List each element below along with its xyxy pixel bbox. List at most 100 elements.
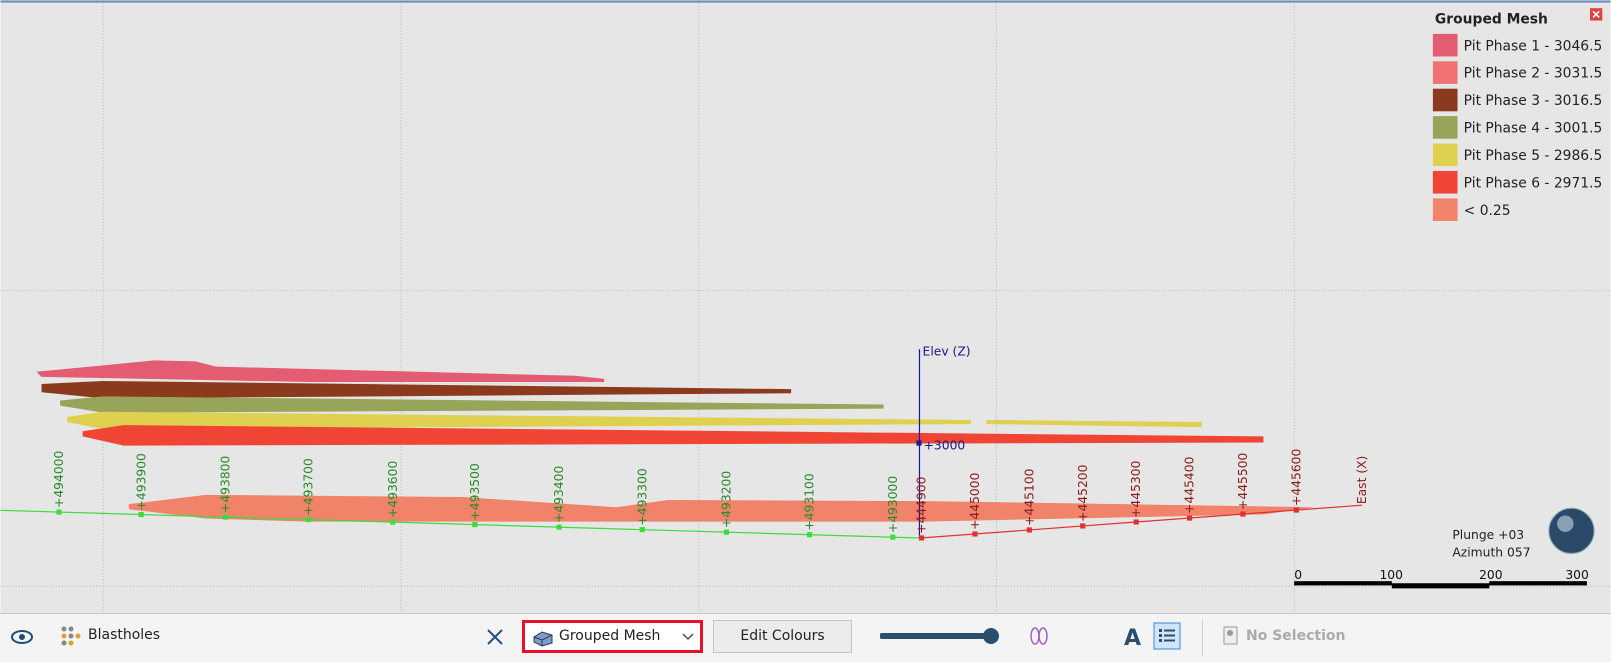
legend-swatch <box>1432 170 1458 194</box>
scale-label: 200 <box>1479 568 1503 582</box>
legend-label: < 0.25 <box>1464 203 1511 219</box>
tick-marker <box>723 529 730 535</box>
layer-icon <box>61 626 81 646</box>
east-tick-label: +445300 <box>1129 460 1143 517</box>
tick-marker <box>890 534 896 540</box>
scale-segment <box>1489 581 1587 586</box>
east-tick-label: +445000 <box>968 472 982 529</box>
north-tick-label: +493500 <box>468 463 482 520</box>
legend: Pit Phase 1 - 3046.5 Pit Phase 2 - 3031.5… <box>1432 33 1603 221</box>
east-tick-label: +445100 <box>1022 468 1036 525</box>
dropdown-arrow <box>682 633 694 641</box>
tick-marker <box>390 519 396 525</box>
legend-swatch <box>1432 88 1458 112</box>
azimuth: Azimuth 057 <box>1452 546 1530 560</box>
north-tick-label: +493400 <box>552 466 566 523</box>
legend-swatch <box>1432 61 1458 84</box>
east-tick-label: +445600 <box>1289 448 1303 505</box>
legend-label: Pit Phase 6 - 2971.5 <box>1464 175 1603 191</box>
text-icon[interactable]: A <box>1122 624 1146 648</box>
tick-marker <box>972 531 978 537</box>
remove-button[interactable] <box>486 628 504 646</box>
compass-highlight <box>1557 515 1574 532</box>
north-tick-label: +493700 <box>302 458 316 515</box>
tick-marker <box>305 517 312 523</box>
dropdown-value: Grouped Mesh <box>559 628 661 644</box>
tick-marker <box>556 524 562 530</box>
east-tick-label: +445200 <box>1076 464 1090 521</box>
legend-swatch <box>1432 116 1458 139</box>
legend-label: Pit Phase 1 - 3046.5 <box>1464 38 1603 54</box>
mesh <box>41 380 792 399</box>
axis-ticks: +494000 +493900 +493800 +493700 +493600 +4935… <box>52 448 1303 541</box>
grid <box>0 0 1611 613</box>
tick-marker <box>1186 515 1193 521</box>
east-label: East (X) <box>1355 456 1369 505</box>
compass[interactable] <box>1548 507 1595 554</box>
tick-marker <box>1240 511 1246 517</box>
tick-marker <box>222 514 228 520</box>
mesh <box>986 419 1202 428</box>
legend-title: Grouped Mesh <box>1435 12 1548 28</box>
legend-swatch <box>1432 143 1458 167</box>
north-tick-label: +493900 <box>134 453 148 510</box>
visibility-toggle[interactable] <box>10 628 34 646</box>
tick-marker <box>138 511 144 518</box>
scale-label: 100 <box>1379 568 1403 582</box>
edit-colours-button[interactable]: Edit Colours <box>713 620 852 653</box>
tick-marker <box>1080 523 1086 529</box>
east-tick-label: +445500 <box>1236 452 1250 509</box>
scale-segment <box>1391 584 1490 589</box>
mesh-icon <box>533 631 553 647</box>
tick-marker <box>1026 527 1032 533</box>
scale-label: 0 <box>1294 568 1302 582</box>
mesh <box>82 425 1264 446</box>
legend-label: Pit Phase 5 - 2986.5 <box>1464 148 1603 164</box>
east-axis-line <box>920 504 1363 539</box>
legend-label: Pit Phase 3 - 3016.5 <box>1464 93 1603 109</box>
mesh <box>67 411 971 430</box>
tick-marker <box>918 535 925 541</box>
north-tick-label: +493200 <box>720 471 734 528</box>
tick-marker <box>1133 519 1139 525</box>
scale-labels: 0 100 200 300 <box>1294 568 1589 582</box>
tick-marker <box>807 532 813 538</box>
plunge: Plunge +03 <box>1452 528 1524 542</box>
viewport: Elev (Z) +3000 +494000 +493900 +493800 +493… <box>0 0 1611 613</box>
north-tick-label: +493300 <box>635 468 649 525</box>
elev-label: Elev (Z) <box>923 344 971 358</box>
mesh <box>36 360 605 382</box>
toolbar: Blastholes Grouped Mesh Edit Colours A N… <box>0 613 1611 662</box>
layer-name: Blastholes <box>88 627 161 643</box>
east-tick-label: +444900 <box>915 476 929 533</box>
tick-marker <box>56 509 62 515</box>
tick-marker <box>1293 507 1299 513</box>
scale-bar <box>1294 581 1587 589</box>
svg-text:A: A <box>1124 626 1141 648</box>
scale-label: 300 <box>1565 568 1589 582</box>
north-axis-line <box>0 509 921 539</box>
legend-toggle[interactable] <box>1153 622 1181 650</box>
north-tick-label: +493100 <box>803 473 817 530</box>
selection-icon <box>1223 626 1238 645</box>
legend-swatch <box>1432 33 1458 57</box>
north-tick-label: +494000 <box>52 450 66 507</box>
divider <box>1202 620 1203 656</box>
clip-icon[interactable] <box>1028 626 1050 646</box>
close-icon <box>1592 10 1600 19</box>
meshes <box>36 360 1315 522</box>
mesh <box>60 396 884 413</box>
east-tick-label: +445400 <box>1183 456 1197 513</box>
elev-tick-label: +3000 <box>924 439 966 453</box>
mesh <box>128 494 1315 522</box>
north-tick-label: +493600 <box>386 461 400 518</box>
colour-dropdown[interactable]: Grouped Mesh <box>522 620 703 653</box>
tick-marker <box>639 527 645 533</box>
north-tick-label: +493800 <box>218 456 232 513</box>
legend-label: Pit Phase 2 - 3031.5 <box>1464 66 1603 82</box>
elev-tick <box>916 440 922 446</box>
north-tick-label: +493000 <box>886 476 900 533</box>
scale-segment <box>1294 581 1392 586</box>
opacity-slider[interactable] <box>880 626 1002 646</box>
